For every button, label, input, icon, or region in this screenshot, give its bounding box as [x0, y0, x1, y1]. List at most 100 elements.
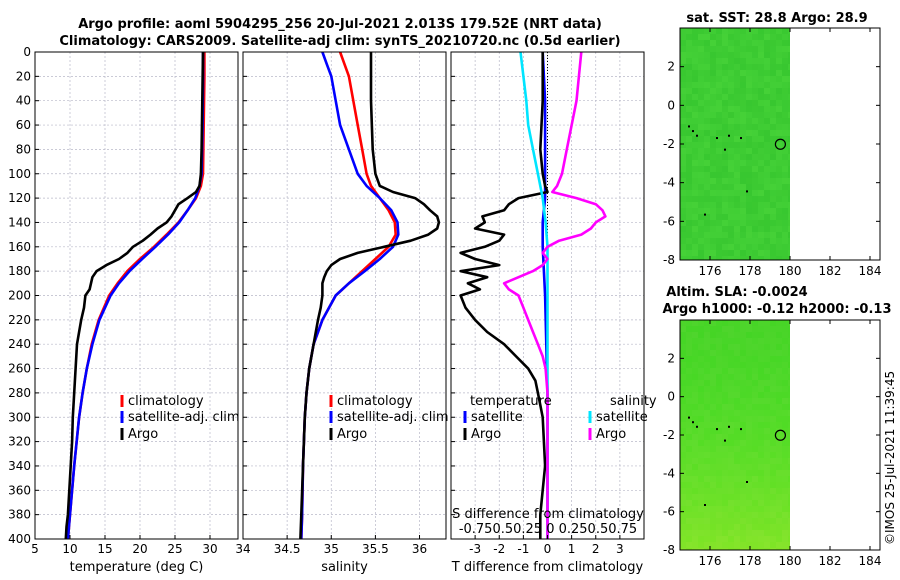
- field-cell: [758, 386, 764, 392]
- field-cell: [752, 464, 758, 470]
- field-cell: [764, 64, 770, 70]
- difference-panel: -3 -2 -1 0 1 2 3T difference from climatology: [450, 51, 645, 575]
- field-cell: [710, 190, 716, 196]
- field-cell: [740, 356, 746, 362]
- field-cell: [758, 208, 764, 214]
- field-cell: [764, 256, 770, 260]
- field-cell: [680, 256, 686, 260]
- field-cell: [704, 190, 710, 196]
- field-cell: [686, 136, 692, 142]
- field-cell: [710, 178, 716, 184]
- field-cell: [764, 380, 770, 386]
- field-cell: [764, 34, 770, 40]
- y-tick-label: 2: [667, 351, 675, 365]
- field-cell: [710, 404, 716, 410]
- field-cell: [692, 124, 698, 130]
- field-cell: [764, 238, 770, 244]
- field-cell: [716, 64, 722, 70]
- field-cell: [776, 154, 782, 160]
- field-cell: [686, 184, 692, 190]
- field-cell: [722, 136, 728, 142]
- island-dot: [692, 421, 694, 424]
- field-cell: [704, 244, 710, 250]
- field-cell: [788, 64, 790, 70]
- field-cell: [764, 464, 770, 470]
- field-cell: [776, 64, 782, 70]
- field-cell: [770, 482, 776, 488]
- field-cell: [758, 530, 764, 536]
- field-cell: [776, 344, 782, 350]
- field-cell: [764, 368, 770, 374]
- field-cell: [698, 250, 704, 256]
- field-cell: [710, 464, 716, 470]
- field-cell: [752, 136, 758, 142]
- field-cell: [710, 362, 716, 368]
- field-cell: [710, 338, 716, 344]
- field-cell: [734, 52, 740, 58]
- field-cell: [686, 410, 692, 416]
- field-cell: [692, 214, 698, 220]
- field-cell: [686, 398, 692, 404]
- field-cell: [704, 350, 710, 356]
- field-cell: [782, 220, 788, 226]
- x-tick-label: 34: [235, 542, 250, 556]
- field-cell: [734, 100, 740, 106]
- field-cell: [764, 488, 770, 494]
- field-cell: [764, 226, 770, 232]
- field-cell: [770, 518, 776, 524]
- field-cell: [722, 326, 728, 332]
- field-cell: [764, 494, 770, 500]
- field-cell: [752, 410, 758, 416]
- field-cell: [692, 452, 698, 458]
- field-cell: [728, 220, 734, 226]
- field-cell: [764, 452, 770, 458]
- field-cell: [788, 118, 790, 124]
- field-cell: [758, 112, 764, 118]
- field-cell: [758, 256, 764, 260]
- field-cell: [782, 40, 788, 46]
- x-tick-label: 180: [779, 264, 802, 278]
- field-cell: [782, 518, 788, 524]
- field-cell: [740, 536, 746, 542]
- field-cell: [740, 332, 746, 338]
- field-cell: [710, 398, 716, 404]
- field-cell: [704, 94, 710, 100]
- field-cell: [686, 464, 692, 470]
- field-cell: [758, 326, 764, 332]
- field-cell: [692, 506, 698, 512]
- island-dot: [688, 416, 690, 419]
- field-cell: [758, 52, 764, 58]
- field-cell: [764, 160, 770, 166]
- field-cell: [710, 446, 716, 452]
- field-cell: [782, 160, 788, 166]
- field-cell: [770, 548, 776, 550]
- field-cell: [746, 506, 752, 512]
- field-cell: [740, 428, 746, 434]
- field-cell: [722, 410, 728, 416]
- field-cell: [752, 238, 758, 244]
- field-cell: [716, 142, 722, 148]
- field-cell: [680, 214, 686, 220]
- field-cell: [698, 256, 704, 260]
- field-cell: [716, 148, 722, 154]
- field-cell: [752, 458, 758, 464]
- field-cell: [782, 344, 788, 350]
- field-cell: [698, 326, 704, 332]
- field-cell: [734, 440, 740, 446]
- field-cell: [680, 494, 686, 500]
- field-cell: [776, 34, 782, 40]
- field-cell: [704, 452, 710, 458]
- legend-temp-satellite-label: satellite: [471, 410, 523, 425]
- field-cell: [770, 64, 776, 70]
- field-cell: [686, 344, 692, 350]
- field-cell: [770, 362, 776, 368]
- field-cell: [746, 208, 752, 214]
- field-cell: [746, 476, 752, 482]
- field-cell: [746, 112, 752, 118]
- field-cell: [776, 256, 782, 260]
- field-cell: [740, 94, 746, 100]
- field-cell: [782, 506, 788, 512]
- field-cell: [752, 326, 758, 332]
- field-cell: [782, 512, 788, 518]
- field-cell: [722, 446, 728, 452]
